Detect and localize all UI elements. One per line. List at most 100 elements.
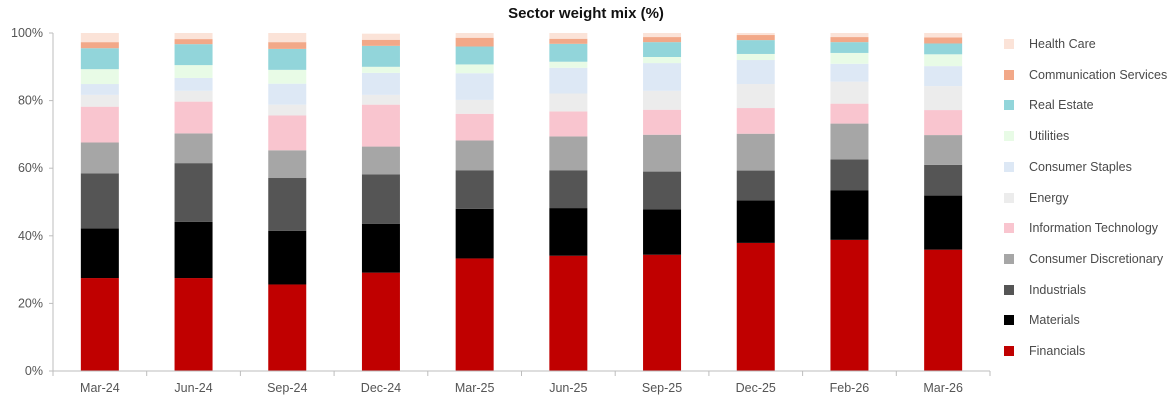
bar-segment: [455, 140, 494, 171]
bar-segment: [549, 61, 588, 68]
bar-segment: [549, 38, 588, 44]
bar-segment: [643, 37, 682, 43]
y-tick-label: 0%: [25, 364, 43, 378]
bar-segment: [830, 123, 869, 160]
bar-stack: [80, 33, 119, 371]
bar-segment: [268, 83, 307, 105]
bar-segment: [643, 63, 682, 91]
bar-segment: [830, 42, 869, 53]
y-tick-label: 80%: [18, 94, 43, 108]
bar-segment: [924, 249, 963, 371]
legend-swatch: [1004, 346, 1014, 356]
bar-segment: [549, 136, 588, 171]
bar-segment: [361, 146, 400, 175]
bar-segment: [361, 94, 400, 105]
legend-item: Energy: [1004, 190, 1069, 206]
bar-segment: [268, 115, 307, 151]
bar-segment: [549, 33, 588, 39]
bar-segment: [736, 84, 775, 109]
bar-segment: [174, 133, 213, 164]
bar-segment: [736, 133, 775, 171]
bar-segment: [830, 190, 869, 240]
bar-segment: [80, 33, 119, 43]
legend-label: Communication Services: [1029, 67, 1168, 82]
x-tick-label: Mar-25: [455, 381, 495, 395]
legend-label: Industrials: [1029, 282, 1086, 297]
bar-segment: [924, 164, 963, 196]
x-tick-label: Sep-25: [642, 381, 682, 395]
legend-item: Communication Services: [1004, 67, 1167, 83]
legend-label: Real Estate: [1029, 98, 1094, 113]
bar-segment: [361, 66, 400, 73]
bar-segment: [455, 258, 494, 371]
bar-segment: [924, 195, 963, 250]
bar-segment: [361, 72, 400, 95]
bar-segment: [455, 208, 494, 259]
bar-segment: [830, 52, 869, 64]
bar-segment: [643, 109, 682, 135]
bar-segment: [924, 37, 963, 44]
bar-segment: [268, 42, 307, 49]
bar-segment: [268, 69, 307, 84]
x-tick-label: Dec-25: [736, 381, 776, 395]
legend-swatch: [1004, 39, 1014, 49]
legend-item: Consumer Discretionary: [1004, 251, 1163, 267]
bar-segment: [268, 48, 307, 70]
bar-segment: [830, 103, 869, 124]
bar-segment: [174, 90, 213, 102]
bar-stack: [455, 33, 494, 371]
bar-segment: [80, 142, 119, 174]
bar-segment: [80, 228, 119, 279]
bar-segment: [268, 150, 307, 179]
bar-segment: [736, 33, 775, 36]
bar-segment: [549, 111, 588, 137]
legend-swatch: [1004, 100, 1014, 111]
bar-stack: [830, 33, 869, 371]
bar-stack: [549, 33, 588, 371]
chart-title: Sector weight mix (%): [508, 5, 664, 22]
legend-swatch: [1004, 131, 1014, 142]
bar-segment: [924, 110, 963, 136]
legend-item: Consumer Staples: [1004, 159, 1132, 175]
bar-segment: [80, 173, 119, 229]
legend-item: Utilities: [1004, 128, 1069, 144]
legend-label: Financials: [1029, 344, 1086, 358]
x-tick-label: Mar-24: [80, 381, 120, 395]
legend-item: Materials: [1004, 312, 1080, 328]
bar-segment: [361, 104, 400, 147]
bar-segment: [80, 84, 119, 95]
bar-segment: [80, 48, 119, 70]
x-tick-label: Jun-24: [174, 381, 212, 395]
bar-segment: [643, 134, 682, 172]
bar-segment: [361, 174, 400, 224]
bar-segment: [80, 94, 119, 107]
legend-label: Consumer Discretionary: [1029, 251, 1164, 266]
legend-item: Real Estate: [1004, 97, 1094, 113]
bar-segment: [924, 86, 963, 111]
bar-segment: [830, 81, 869, 104]
bar-segment: [736, 53, 775, 61]
x-tick-label: Mar-26: [923, 381, 963, 395]
bar-segment: [361, 33, 400, 40]
bar-stack: [924, 33, 963, 371]
bar-segment: [736, 40, 775, 54]
bar-segment: [924, 33, 963, 38]
legend-label: Utilities: [1029, 129, 1070, 144]
bar-segment: [455, 113, 494, 141]
bar-segment: [643, 254, 682, 371]
bar-stack: [268, 33, 307, 371]
bar-segment: [174, 39, 213, 45]
legend-label: Energy: [1029, 190, 1069, 205]
bar-segment: [736, 242, 775, 371]
bar-segment: [174, 44, 213, 66]
bar-segment: [361, 272, 400, 371]
bar-segment: [174, 221, 213, 279]
bar-segment: [174, 33, 213, 40]
bar-segment: [455, 33, 494, 38]
bar-segment: [174, 278, 213, 371]
plot-area: [80, 33, 963, 371]
y-tick-label: 60%: [18, 161, 43, 175]
x-axis: Mar-24 Jun-24 Sep-24 Dec-24 Mar-25 Jun-25 Sep-…: [52, 370, 991, 395]
bar-segment: [268, 230, 307, 285]
